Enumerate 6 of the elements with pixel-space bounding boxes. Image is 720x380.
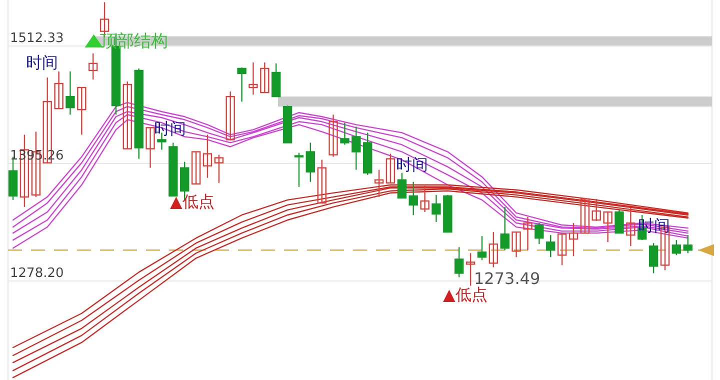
- y-tick-label: 1278.20: [10, 266, 64, 282]
- y-tick-label: 1512.33: [10, 31, 64, 46]
- annotation: ▲低点: [170, 192, 214, 211]
- annotation: ▲低点: [443, 285, 488, 304]
- annotation: 1273.49: [474, 269, 540, 288]
- annotation: 时间: [26, 53, 58, 72]
